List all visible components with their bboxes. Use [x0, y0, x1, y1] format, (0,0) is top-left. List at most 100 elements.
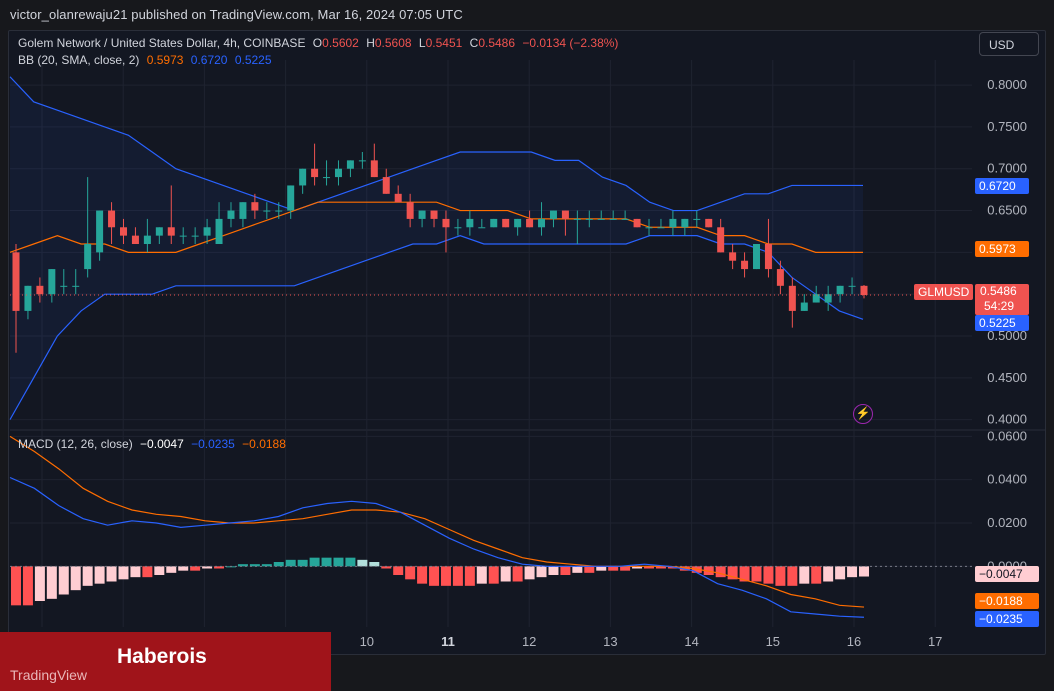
bb-lower-tag: 0.5225 [975, 315, 1029, 331]
candle-body [191, 235, 199, 237]
price-axis-label: 0.7500 [987, 119, 1027, 134]
candle-body [812, 294, 820, 303]
candle-body [394, 193, 402, 203]
candle-body [203, 227, 211, 236]
chart-frame [8, 30, 1046, 655]
candle-body [299, 168, 307, 186]
candle-body [358, 160, 366, 162]
macd-histogram-bar [608, 566, 619, 571]
macd-histogram-bar [22, 566, 33, 606]
candle-body [287, 185, 295, 211]
price-axis-label: 0.4000 [987, 412, 1027, 427]
macd-axis-label: 0.0200 [987, 515, 1027, 530]
candle-body [478, 227, 486, 229]
candle-body [251, 202, 259, 211]
macd-histogram-bar [548, 566, 559, 575]
price-axis-label: 0.4500 [987, 370, 1027, 385]
macd-signal-tag: −0.0188 [975, 593, 1039, 609]
macd-histogram-bar [512, 566, 523, 582]
time-axis-label: 14 [684, 634, 698, 649]
macd-histogram-bar [34, 566, 45, 601]
low-label: L [418, 36, 426, 50]
candle-body [84, 244, 92, 270]
macd-hist-value: −0.0047 [140, 437, 184, 451]
macd-histogram-bar [452, 566, 463, 586]
bar-countdown: 54:29 [984, 299, 1015, 313]
bb-lower-value: 0.5225 [234, 53, 272, 67]
macd-histogram-bar [142, 566, 153, 578]
last-price-value: 0.5486 [980, 284, 1017, 298]
macd-histogram-bar [190, 566, 201, 571]
macd-histogram-bar [58, 566, 69, 595]
candle-body [311, 168, 319, 178]
candle-body [442, 218, 450, 228]
candle-body [239, 202, 247, 219]
high-value: 0.5608 [374, 36, 412, 50]
price-axis-label: 0.5000 [987, 328, 1027, 343]
candle-body [860, 285, 868, 296]
candle-body [729, 252, 737, 261]
candle-body [645, 227, 653, 229]
macd-histogram-bar [787, 566, 798, 586]
macd-histogram-bar [154, 566, 165, 575]
macd-histogram-bar [739, 566, 750, 582]
close-label: C [469, 36, 479, 50]
bb-basis-tag: 0.5973 [975, 241, 1029, 257]
macd-signal-line [9, 435, 865, 608]
macd-histogram-bar [476, 566, 487, 584]
open-label: O [312, 36, 323, 50]
macd-histogram-bar [584, 566, 595, 573]
macd-histogram-bar [309, 557, 320, 567]
candle-body [179, 235, 187, 237]
macd-hist-tag: −0.0047 [975, 566, 1039, 582]
macd-histogram-bar [261, 564, 272, 567]
candle-body [263, 210, 271, 212]
candle-body [741, 260, 749, 270]
macd-histogram-bar [847, 566, 858, 578]
bb-fill [10, 76, 863, 420]
macd-histogram-bar [118, 566, 129, 580]
candle-body [836, 285, 844, 295]
macd-histogram-bar [273, 562, 284, 567]
candle-body [143, 235, 151, 244]
symbol-title: Golem Network / United States Dollar, 4h… [18, 36, 306, 50]
candle-body [824, 294, 832, 303]
candle-body [155, 227, 163, 236]
bb-upper-value: 0.6720 [190, 53, 228, 67]
candle-body [621, 218, 629, 220]
macd-histogram-bar [799, 566, 810, 584]
bb-upper-line [9, 76, 863, 212]
candle-body [334, 168, 342, 178]
top-bar: victor_olanrewaju21 published on Trading… [0, 0, 1054, 30]
tradingview-logo: TradingView [10, 667, 88, 683]
candle-body [370, 160, 378, 178]
candle-body [24, 285, 32, 311]
macd-histogram-bar [488, 566, 499, 584]
open-value: 0.5602 [322, 36, 359, 50]
candle-body [753, 244, 761, 270]
candle-body [693, 218, 701, 220]
macd-histogram-bar [202, 566, 213, 569]
macd-histogram-bar [166, 566, 177, 573]
candle-body [585, 218, 593, 220]
brand-banner: Haberois TradingView [0, 632, 331, 691]
time-axis-label: 13 [603, 634, 617, 649]
macd-histogram-bar [679, 566, 690, 571]
lightning-icon[interactable]: ⚡ [853, 404, 873, 424]
candle-body [848, 285, 856, 287]
macd-histogram-bar [560, 566, 571, 575]
time-axis-label: 12 [522, 634, 536, 649]
macd-histogram-bar [130, 566, 141, 578]
candle-body [227, 210, 235, 219]
macd-histogram-bar [46, 566, 57, 599]
macd-histogram-bar [357, 559, 368, 567]
macd-histogram-bar [835, 566, 846, 580]
candle-body [454, 227, 462, 229]
candle-body [72, 285, 80, 287]
candle-body [48, 269, 56, 295]
macd-histogram-bar [94, 566, 105, 584]
candle-body [776, 269, 784, 286]
macd-legend: MACD (12, 26, close) −0.0047 −0.0235 −0.… [18, 437, 290, 451]
currency-button[interactable]: USD [979, 32, 1039, 56]
